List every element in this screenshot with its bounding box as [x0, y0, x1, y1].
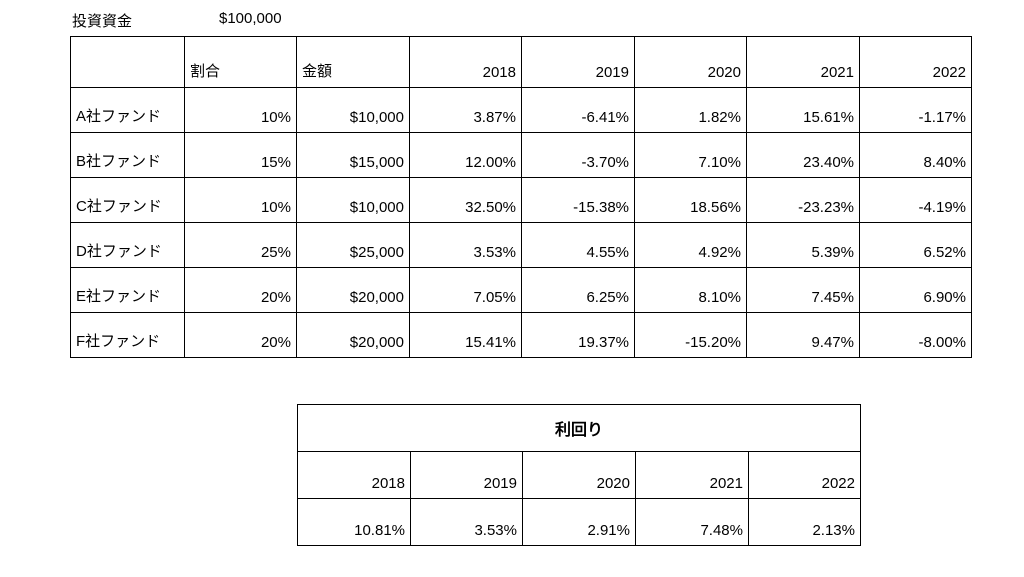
fund-return-cell: -3.70%: [521, 132, 635, 178]
header-row: 割合 金額 2018 2019 2020 2021 2022: [70, 36, 972, 88]
fund-name-cell: F社ファンド: [70, 312, 185, 358]
fund-ratio-cell: 20%: [184, 267, 297, 313]
corner-cell: [70, 36, 185, 88]
fund-ratio-cell: 10%: [184, 177, 297, 223]
yield-year-cell-2018: 2018: [297, 451, 411, 499]
fund-return-cell: 3.53%: [409, 222, 522, 268]
yield-table-title: 利回り: [297, 404, 861, 452]
fund-return-cell: 15.61%: [746, 87, 860, 133]
fund-name-cell: D社ファンド: [70, 222, 185, 268]
fund-return-cell: 8.10%: [634, 267, 747, 313]
yield-table: 利回り 2018 2019 2020 2021 2022 10.81% 3.53…: [297, 404, 861, 546]
fund-return-cell: 12.00%: [409, 132, 522, 178]
yield-year-cell-2020: 2020: [522, 451, 636, 499]
column-header-year-2018: 2018: [409, 36, 522, 88]
fund-return-cell: 7.05%: [409, 267, 522, 313]
fund-amount-cell: $10,000: [296, 87, 410, 133]
fund-return-cell: 3.87%: [409, 87, 522, 133]
investment-value: $100,000: [219, 10, 282, 27]
column-header-amount: 金額: [296, 36, 410, 88]
fund-return-cell: -15.38%: [521, 177, 635, 223]
fund-amount-cell: $10,000: [296, 177, 410, 223]
table-row-fund-d: D社ファンド 25% $25,000 3.53% 4.55% 4.92% 5.3…: [70, 222, 972, 268]
fund-return-cell: -8.00%: [859, 312, 972, 358]
fund-return-cell: -15.20%: [634, 312, 747, 358]
column-header-year-2020: 2020: [634, 36, 747, 88]
fund-ratio-cell: 10%: [184, 87, 297, 133]
yield-year-cell-2021: 2021: [635, 451, 749, 499]
fund-return-cell: 7.10%: [634, 132, 747, 178]
fund-ratio-cell: 20%: [184, 312, 297, 358]
investment-label: 投資資金: [72, 13, 133, 30]
table-row-fund-a: A社ファンド 10% $10,000 3.87% -6.41% 1.82% 15…: [70, 87, 972, 133]
fund-amount-cell: $25,000: [296, 222, 410, 268]
fund-return-cell: 23.40%: [746, 132, 860, 178]
column-header-ratio: 割合: [184, 36, 297, 88]
fund-amount-cell: $20,000: [296, 312, 410, 358]
table-row-fund-e: E社ファンド 20% $20,000 7.05% 6.25% 8.10% 7.4…: [70, 267, 972, 313]
yield-year-cell-2022: 2022: [748, 451, 861, 499]
fund-return-cell: -1.17%: [859, 87, 972, 133]
column-header-year-2021: 2021: [746, 36, 860, 88]
fund-return-cell: -4.19%: [859, 177, 972, 223]
fund-return-cell: 7.45%: [746, 267, 860, 313]
funds-returns-table: 割合 金額 2018 2019 2020 2021 2022 A社ファンド 10…: [70, 36, 972, 358]
fund-return-cell: 1.82%: [634, 87, 747, 133]
yield-value-row: 10.81% 3.53% 2.91% 7.48% 2.13%: [297, 498, 861, 546]
table-row-fund-f: F社ファンド 20% $20,000 15.41% 19.37% -15.20%…: [70, 312, 972, 358]
fund-return-cell: 5.39%: [746, 222, 860, 268]
fund-return-cell: 6.25%: [521, 267, 635, 313]
yield-value-cell-2022: 2.13%: [748, 498, 861, 546]
yield-year-row: 2018 2019 2020 2021 2022: [297, 451, 861, 499]
yield-value-cell-2020: 2.91%: [522, 498, 636, 546]
yield-value-cell-2021: 7.48%: [635, 498, 749, 546]
fund-amount-cell: $15,000: [296, 132, 410, 178]
fund-return-cell: 15.41%: [409, 312, 522, 358]
fund-name-cell: A社ファンド: [70, 87, 185, 133]
yield-value-cell-2019: 3.53%: [410, 498, 523, 546]
fund-ratio-cell: 15%: [184, 132, 297, 178]
fund-return-cell: -6.41%: [521, 87, 635, 133]
fund-name-cell: B社ファンド: [70, 132, 185, 178]
column-header-year-2022: 2022: [859, 36, 972, 88]
fund-name-cell: E社ファンド: [70, 267, 185, 313]
fund-return-cell: 6.90%: [859, 267, 972, 313]
fund-return-cell: 19.37%: [521, 312, 635, 358]
yield-value-cell-2018: 10.81%: [297, 498, 411, 546]
fund-amount-cell: $20,000: [296, 267, 410, 313]
fund-return-cell: 8.40%: [859, 132, 972, 178]
column-header-year-2019: 2019: [521, 36, 635, 88]
fund-return-cell: 4.92%: [634, 222, 747, 268]
fund-ratio-cell: 25%: [184, 222, 297, 268]
fund-return-cell: 4.55%: [521, 222, 635, 268]
yield-title-row: 利回り: [297, 404, 861, 452]
fund-return-cell: 6.52%: [859, 222, 972, 268]
fund-name-cell: C社ファンド: [70, 177, 185, 223]
fund-return-cell: -23.23%: [746, 177, 860, 223]
fund-return-cell: 18.56%: [634, 177, 747, 223]
fund-return-cell: 32.50%: [409, 177, 522, 223]
fund-return-cell: 9.47%: [746, 312, 860, 358]
table-row-fund-c: C社ファンド 10% $10,000 32.50% -15.38% 18.56%…: [70, 177, 972, 223]
yield-year-cell-2019: 2019: [410, 451, 523, 499]
table-row-fund-b: B社ファンド 15% $15,000 12.00% -3.70% 7.10% 2…: [70, 132, 972, 178]
